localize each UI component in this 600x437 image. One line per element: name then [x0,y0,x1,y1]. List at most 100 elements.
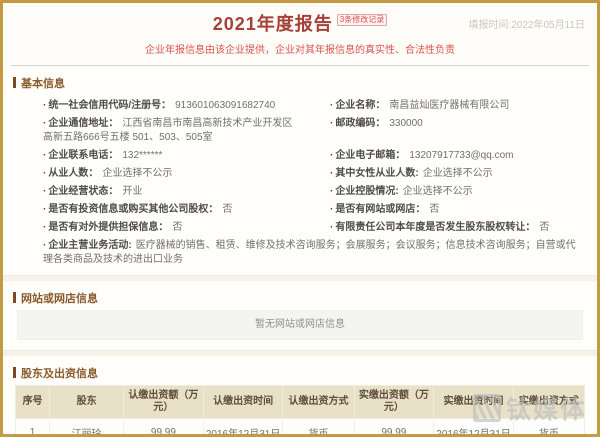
bullet: · [43,222,47,233]
col-header-paid-method: 实缴出资方式 [512,385,586,419]
field-label: 企业经营状态： [48,186,119,197]
table-header-row: 序号 股东 认缴出资额（万元） 认缴出资时间 认缴出资方式 实缴出资额（万元） … [14,385,586,419]
info-row: · 企业主营业务活动: 医疗器械的销售、租赁、维修及技术咨询服务；会展服务；会议服务… [13,237,587,269]
field-label: 企业控股情况: [335,186,399,197]
field-credit-code: · 统一社会信用代码/注册号： 913601063091682740 [13,97,300,115]
section-title-website: 网站或网店信息 [13,290,597,306]
bullet: · [330,150,334,161]
bullet: · [43,186,47,197]
field-phone: · 企业联系电话： 132****** [13,147,300,165]
info-row: · 企业通信地址： 江西省南昌市南昌高新技术产业开发区高新五路666号五楼 501、… [13,115,587,147]
section-title-shareholders: 股东及出资信息 [13,365,597,381]
cell-subscribed-amount: 99.99 [123,418,204,434]
report-header: 2021年度报告 3条修改记录 填报时间:2022年05月11日 企业年报信息由该… [3,3,597,66]
fill-time-label: 填报时间:2022年05月11日 [468,20,585,31]
bullet: · [330,168,334,179]
field-label: 有限责任公司本年度是否发生股东股权转让： [335,222,536,233]
shareholder-table: 序号 股东 认缴出资额（万元） 认缴出资时间 认缴出资方式 实缴出资额（万元） … [14,385,586,434]
field-value: 企业选择不公示 [402,186,473,197]
bullet: · [43,168,47,179]
field-holding-status: · 企业控股情况: 企业选择不公示 [300,183,587,201]
field-value: 南昌益灿医疗器械有限公司 [389,100,510,111]
field-label: 其中女性从业人数: [335,168,419,179]
section-basic-info: 基本信息 · 统一社会信用代码/注册号： 913601063091682740 · 企… [3,75,597,275]
field-operating-status: · 企业经营状态： 开业 [13,183,300,201]
section-separator [3,350,597,356]
col-header-seq: 序号 [14,385,51,419]
cell-seq: 1 [14,418,51,434]
field-value: 否 [429,204,440,215]
cell-shareholder: 江丽玲 [49,418,125,434]
field-address: · 企业通信地址： 江西省南昌市南昌高新技术产业开发区高新五路666号五楼 501、… [13,115,300,147]
field-label: 是否有对外提供担保信息： [48,222,169,233]
bullet: · [43,204,47,215]
field-label: 企业主营业务活动: [48,240,132,251]
col-header-subscribed-method: 认缴出资方式 [282,385,355,419]
field-label: 邮政编码： [335,118,386,129]
field-label: 是否有网站或网店： [335,204,426,215]
info-row: · 是否有对外提供担保信息：否 · 有限责任公司本年度是否发生股东股权转让：否 [13,219,587,237]
field-value: 企业选择不公示 [422,168,493,179]
field-value: 913601063091682740 [175,100,276,111]
col-header-shareholder: 股东 [49,385,125,419]
field-label: 从业人数： [48,168,99,179]
bullet: · [43,150,47,161]
field-guarantee-info: · 是否有对外提供担保信息：否 [13,219,300,237]
field-label: 企业电子邮箱： [335,150,406,161]
col-header-paid-date: 实缴出资时间 [433,385,514,419]
info-row: · 企业联系电话： 132****** · 企业电子邮箱： 13207917733@qq… [13,147,587,165]
cell-paid-method: 货币 [512,418,586,434]
field-employees: · 从业人数： 企业选择不公示 [13,165,300,183]
field-label: 企业通信地址： [48,118,119,129]
field-email: · 企业电子邮箱： 13207917733@qq.com [300,147,587,165]
table-row: 1 江丽玲 99.99 2016年12月31日 货币 99.99 2016年12… [14,418,586,434]
field-value: 企业选择不公示 [102,168,173,179]
title-row: 2021年度报告 3条修改记录 [3,12,597,38]
field-value: 13207917733@qq.com [409,150,514,161]
disclaimer-text: 企业年报信息由该企业提供，企业对其年报信息的真实性、合法性负责 [145,45,455,56]
col-header-subscribed-amount: 认缴出资额（万元） [123,385,204,419]
cell-paid-date: 2016年12月31日 [433,418,514,434]
field-label: 是否有投资信息或购买其他公司股权： [48,204,219,215]
cell-subscribed-method: 货币 [282,418,355,434]
section-website-info: 网站或网店信息 暂无网站或网店信息 [3,290,597,340]
section-shareholders: 股东及出资信息 序号 股东 认缴出资额（万元） 认缴出资时间 认缴出资方式 实缴… [3,365,597,434]
field-investment-info: · 是否有投资信息或购买其他公司股权：否 [13,201,300,219]
bullet: · [330,118,334,129]
info-row: · 是否有投资信息或购买其他公司股权：否 · 是否有网站或网店：否 [13,201,587,219]
header-divider [11,65,589,66]
bullet: · [43,118,47,129]
info-row: · 企业经营状态： 开业 · 企业控股情况: 企业选择不公示 [13,183,587,201]
field-female-employees: · 其中女性从业人数: 企业选择不公示 [300,165,587,183]
bullet: · [330,100,334,111]
cell-paid-amount: 99.99 [353,418,435,434]
field-has-website: · 是否有网站或网店：否 [300,201,587,219]
basic-info-grid: · 统一社会信用代码/注册号： 913601063091682740 · 企业名称：南… [3,95,597,275]
field-label: 企业名称： [335,100,386,111]
col-header-paid-amount: 实缴出资额（万元） [353,385,435,419]
field-main-business: · 企业主营业务活动: 医疗器械的销售、租赁、维修及技术咨询服务；会展服务；会议服务… [13,237,587,269]
section-title-basic: 基本信息 [13,75,597,91]
modify-records-badge[interactable]: 3条修改记录 [336,14,388,26]
field-value: 医疗器械的销售、租赁、维修及技术咨询服务；会展服务；会议服务；信息技术咨询服务；… [43,240,576,265]
field-value: 330000 [389,118,423,129]
field-postcode: · 邮政编码： 330000 [300,115,587,147]
section-separator [3,275,597,281]
website-empty-message: 暂无网站或网店信息 [17,310,583,340]
bullet: · [330,222,334,233]
cell-subscribed-date: 2016年12月31日 [202,418,284,434]
field-value: 开业 [122,186,143,197]
bullet: · [43,100,47,111]
bullet: · [330,186,334,197]
field-value: 否 [222,204,233,215]
col-header-subscribed-date: 认缴出资时间 [202,385,284,419]
field-equity-transfer: · 有限责任公司本年度是否发生股东股权转让：否 [300,219,587,237]
field-label: 企业联系电话： [48,150,119,161]
field-value: 否 [539,222,550,233]
field-value: 132****** [122,150,163,161]
info-row: · 统一社会信用代码/注册号： 913601063091682740 · 企业名称：南… [13,97,587,115]
bullet: · [330,204,334,215]
bullet: · [43,240,47,251]
page-title: 2021年度报告 [212,14,333,34]
field-value: 江西省南昌市南昌高新技术产业开发区高新五路666号五楼 501、503、505室 [43,118,293,143]
